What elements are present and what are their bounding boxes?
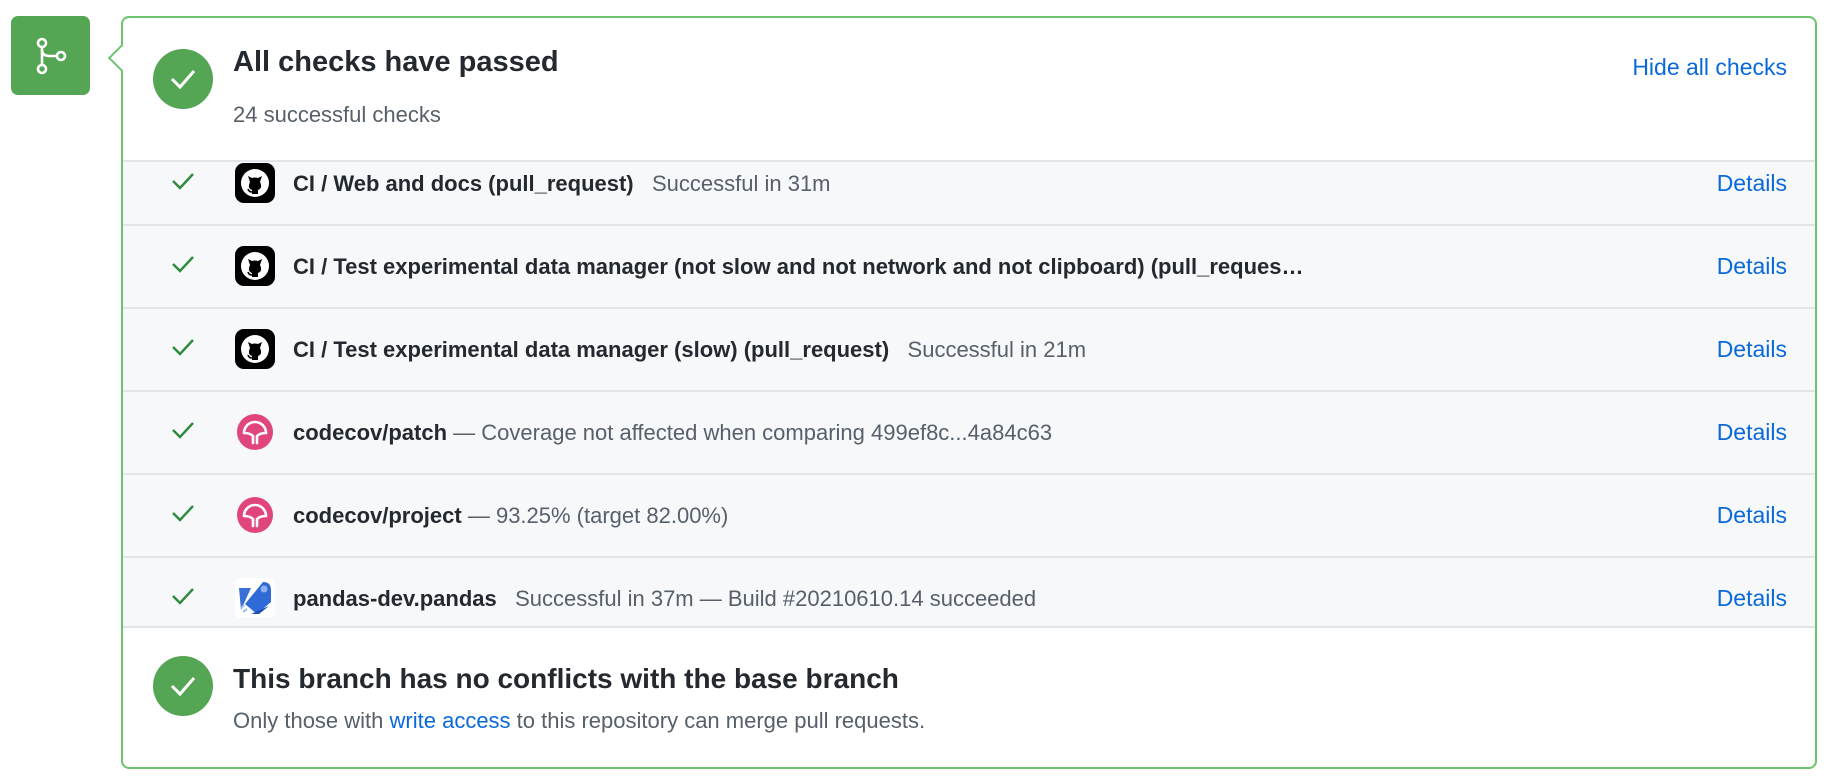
check-row: codecov/project — 93.25% (target 82.00%)…	[123, 475, 1815, 558]
checks-passed-icon	[153, 49, 213, 109]
write-access-link[interactable]: write access	[389, 708, 511, 733]
hide-all-checks-link[interactable]: Hide all checks	[1632, 54, 1787, 80]
check-description: Successful in 37m — Build #20210610.14 s…	[515, 585, 1037, 611]
codecov-icon	[235, 495, 275, 535]
check-name: codecov/patch	[293, 419, 448, 445]
check-separator	[889, 337, 907, 362]
check-text: codecov/patch — Coverage not affected wh…	[293, 420, 1513, 446]
check-mark-icon	[171, 420, 195, 445]
no-conflicts-icon	[153, 656, 213, 716]
check-description: — 93.25% (target 82.00%)	[467, 502, 729, 528]
check-details-link[interactable]: Details	[1716, 585, 1787, 611]
check-row: CI / Test experimental data manager (slo…	[123, 309, 1815, 392]
check-separator	[497, 586, 515, 611]
check-name: CI / Web and docs (pull_request)	[293, 170, 634, 196]
check-details-link[interactable]: Details	[1716, 419, 1787, 445]
card-pointer	[107, 43, 137, 73]
check-text: pandas-dev.pandas Successful in 37m — Bu…	[293, 586, 1513, 612]
check-mark-icon	[171, 254, 195, 279]
codecov-icon	[235, 412, 275, 452]
check-details-link[interactable]: Details	[1716, 502, 1787, 528]
check-text: CI / Test experimental data manager (not…	[293, 254, 1513, 280]
checks-title: All checks have passed	[233, 46, 559, 78]
azure-pipelines-icon	[235, 578, 275, 618]
check-details-link[interactable]: Details	[1716, 253, 1787, 279]
check-separator	[634, 171, 652, 196]
check-mark-icon	[171, 171, 195, 196]
check-text: CI / Test experimental data manager (slo…	[293, 337, 1513, 363]
github-icon	[235, 329, 275, 369]
check-name: CI / Test experimental data manager (slo…	[293, 336, 890, 362]
merge-subtitle-after: to this repository can merge pull reques…	[510, 708, 926, 733]
check-name: CI / Test experimental data manager (not…	[293, 253, 1304, 279]
check-description: Successful in 31m	[651, 170, 831, 196]
merge-status-card: All checks have passed 24 successful che…	[107, 16, 1817, 769]
checks-list[interactable]: CI / Web and docs (pull_request) Success…	[123, 160, 1815, 628]
check-row: codecov/patch — Coverage not affected wh…	[123, 392, 1815, 475]
checks-subtitle: 24 successful checks	[233, 102, 441, 127]
check-row: CI / Test experimental data manager (not…	[123, 226, 1815, 309]
check-description: — Coverage not affected when comparing 4…	[453, 419, 1053, 445]
git-branch-icon	[11, 16, 90, 95]
check-mark-icon	[171, 503, 195, 528]
check-text: codecov/project — 93.25% (target 82.00%)	[293, 503, 1513, 529]
check-mark-icon	[171, 586, 195, 611]
check-row: pandas-dev.pandas Successful in 37m — Bu…	[123, 558, 1815, 626]
check-description: Successful in 21m	[907, 336, 1087, 362]
check-details-link[interactable]: Details	[1716, 336, 1787, 362]
check-row: CI / Web and docs (pull_request) Success…	[123, 162, 1815, 226]
merge-subtitle-before: Only those with	[233, 708, 390, 733]
github-icon	[235, 163, 275, 203]
merge-subtitle: Only those with write access to this rep…	[233, 708, 925, 734]
check-text: CI / Web and docs (pull_request) Success…	[293, 171, 1513, 197]
check-name: codecov/project	[293, 502, 462, 528]
github-icon	[235, 246, 275, 286]
check-details-link[interactable]: Details	[1716, 170, 1787, 196]
merge-title: This branch has no conflicts with the ba…	[233, 663, 899, 694]
check-name: pandas-dev.pandas	[293, 585, 497, 611]
check-mark-icon	[171, 337, 195, 362]
